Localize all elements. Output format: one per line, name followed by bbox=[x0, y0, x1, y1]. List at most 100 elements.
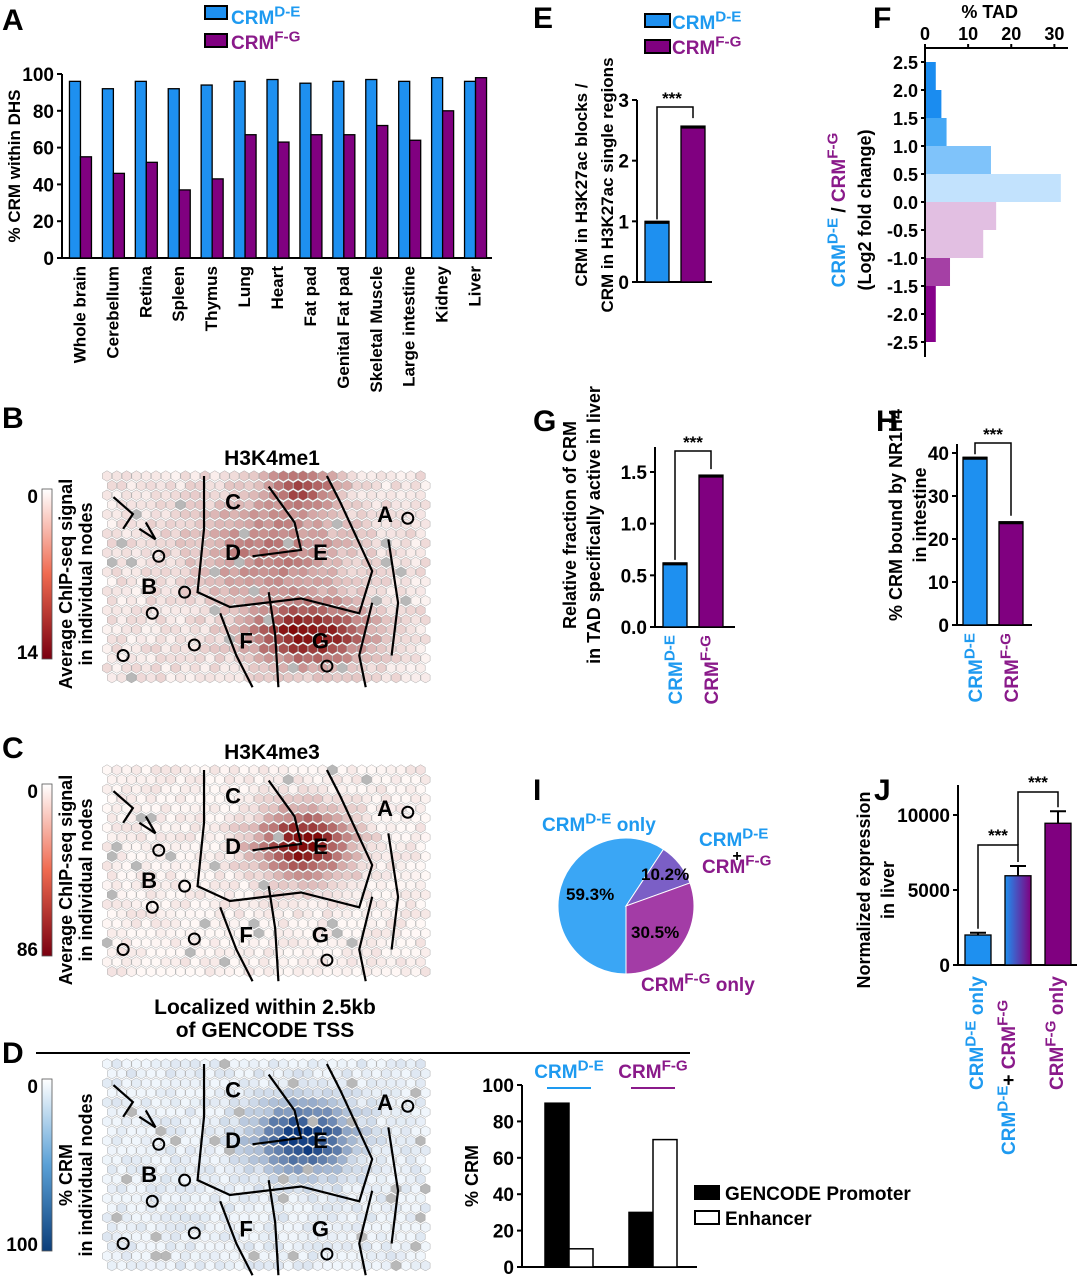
hex-node bbox=[156, 1183, 166, 1195]
hex-node bbox=[371, 652, 382, 664]
hex-node bbox=[278, 1077, 289, 1089]
hex-node bbox=[224, 831, 235, 843]
hex-node bbox=[146, 927, 156, 939]
hex-node bbox=[131, 1135, 142, 1147]
hex-node bbox=[381, 793, 392, 805]
hex-node bbox=[249, 1077, 259, 1089]
hex-node bbox=[298, 1058, 308, 1070]
hex-node bbox=[288, 918, 298, 930]
hex-node bbox=[308, 508, 318, 520]
hex-node bbox=[229, 764, 240, 776]
hex-node bbox=[268, 822, 279, 834]
hex-node bbox=[175, 1164, 186, 1176]
hex-node bbox=[190, 1250, 201, 1262]
hex-node bbox=[303, 946, 313, 958]
cluster-boundary bbox=[358, 602, 374, 688]
hex-node bbox=[244, 518, 254, 530]
label-part: / bbox=[829, 202, 850, 218]
hex-node bbox=[332, 870, 343, 882]
node-outline bbox=[401, 1099, 415, 1113]
region-label-f: F bbox=[239, 1217, 252, 1242]
hex-node bbox=[229, 470, 240, 482]
hex-node bbox=[298, 624, 308, 636]
hex-node bbox=[234, 850, 245, 862]
hex-node bbox=[278, 585, 289, 597]
hex-node bbox=[268, 1154, 279, 1166]
plus-sign: + bbox=[732, 848, 741, 865]
hex-node bbox=[263, 946, 274, 958]
hex-node bbox=[283, 1125, 294, 1137]
hex-node bbox=[209, 489, 220, 501]
hex-node bbox=[337, 624, 347, 636]
hex-node bbox=[254, 1221, 264, 1233]
hex-node bbox=[244, 927, 254, 939]
hex-node bbox=[121, 1154, 132, 1166]
hex-node bbox=[175, 537, 186, 549]
hex-node bbox=[376, 956, 387, 968]
hex-node bbox=[170, 1135, 181, 1147]
hex-node bbox=[205, 633, 215, 645]
hex-node bbox=[322, 576, 333, 588]
hex-node bbox=[151, 783, 161, 795]
hex-node bbox=[224, 1087, 235, 1099]
hex-node bbox=[308, 585, 318, 597]
hex-node bbox=[219, 860, 230, 872]
hex-node bbox=[312, 672, 323, 684]
hex-node bbox=[312, 946, 323, 958]
hex-node bbox=[180, 956, 191, 968]
hex-node bbox=[376, 604, 387, 616]
hex-node bbox=[234, 1202, 245, 1214]
hex-node bbox=[415, 604, 426, 616]
hex-node bbox=[406, 1116, 416, 1128]
hex-node bbox=[420, 595, 431, 607]
hex-node bbox=[410, 672, 421, 684]
hex-node bbox=[170, 802, 181, 814]
hex-node bbox=[366, 489, 377, 501]
hex-node bbox=[381, 774, 392, 786]
label-part: CRM bbox=[231, 8, 274, 29]
hex-node bbox=[136, 1260, 147, 1272]
hex-node bbox=[239, 860, 250, 872]
hex-node bbox=[293, 1144, 303, 1156]
hex-node bbox=[342, 1164, 352, 1176]
hex-node bbox=[322, 499, 333, 511]
hex-node bbox=[136, 850, 147, 862]
hex-node bbox=[283, 499, 294, 511]
hex-node bbox=[396, 566, 406, 578]
cluster-boundary bbox=[138, 815, 157, 835]
y-tick-label: 30 bbox=[928, 487, 949, 508]
hex-node bbox=[219, 802, 230, 814]
hex-node bbox=[337, 783, 347, 795]
hex-node bbox=[401, 1144, 411, 1156]
y-tick-label: 0.0 bbox=[893, 193, 918, 213]
x-tick-label-fg: CRMF-G bbox=[697, 635, 723, 704]
hex-node bbox=[259, 624, 269, 636]
label-part: CRM bbox=[534, 1062, 577, 1083]
colorbar-min-label: 0 bbox=[27, 487, 38, 508]
hex-node bbox=[303, 1164, 313, 1176]
hex-node bbox=[406, 918, 416, 930]
hex-node bbox=[141, 508, 152, 520]
hex-node bbox=[126, 1068, 137, 1080]
hex-node bbox=[376, 1077, 387, 1089]
hex-node bbox=[141, 783, 152, 795]
hex-node bbox=[396, 1231, 406, 1243]
hex-node bbox=[180, 822, 191, 834]
hex-node bbox=[160, 1231, 171, 1243]
panel-letter-e: E bbox=[533, 2, 553, 35]
hex-node bbox=[234, 966, 245, 978]
hex-node bbox=[415, 1212, 426, 1224]
hex-node bbox=[308, 937, 318, 949]
hex-node bbox=[107, 1240, 117, 1252]
x-tick-label: Fat pad bbox=[301, 266, 320, 326]
hex-node bbox=[111, 1250, 122, 1262]
hex-node bbox=[259, 528, 269, 540]
node-outline bbox=[178, 879, 192, 893]
hex-node bbox=[234, 927, 245, 939]
hex-node bbox=[165, 946, 176, 958]
hex-node bbox=[121, 1231, 132, 1243]
hex-node bbox=[121, 822, 132, 834]
hex-node bbox=[185, 1144, 196, 1156]
hex-node bbox=[175, 518, 186, 530]
